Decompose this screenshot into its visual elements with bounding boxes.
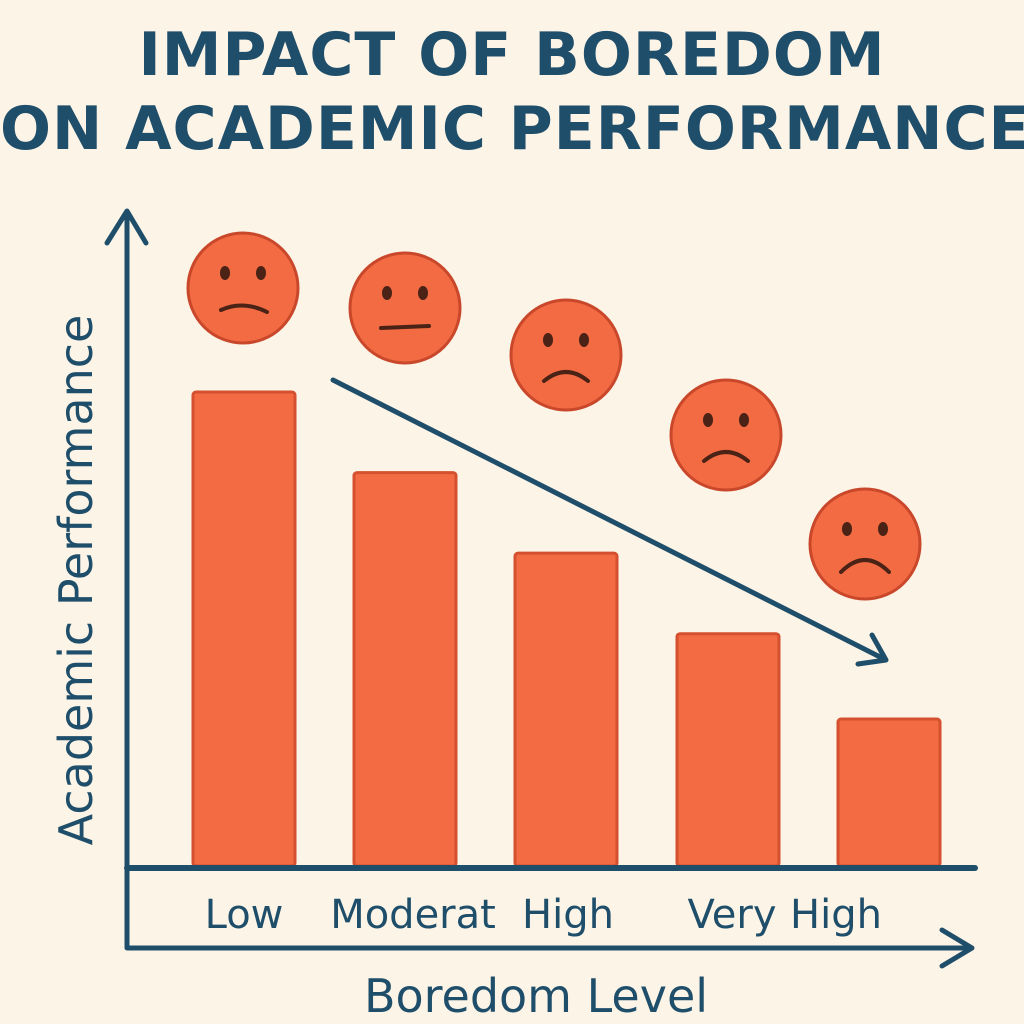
bar-4 [675,632,781,868]
y-axis-arrow-icon [104,208,149,246]
face-1-circle [186,231,300,345]
face-2-icon [348,251,462,365]
bar-5 [836,717,942,868]
chart-title: IMPACT OF BOREDOM ON ACADEMIC PERFORMANC… [0,18,1024,166]
chart-title-line-2: ON ACADEMIC PERFORMANCE [0,94,1024,164]
y-axis-label: Academic Performance [49,315,103,846]
trend-arrow [330,377,887,662]
x-axis-line [124,865,971,951]
face-3-circle [509,298,623,412]
face-2-right-eye [418,286,428,300]
face-4-circle [669,378,783,492]
x-tick-labels: Low Moderat High Very High [205,892,882,938]
chart-title-line-1: IMPACT OF BOREDOM [138,20,886,90]
faces-layer [186,231,922,601]
face-1-left-eye [220,266,230,280]
face-4-icon [669,378,783,492]
x-tick-label-2: Moderat [330,892,496,938]
x-tick-label-3: High [522,892,614,938]
bars-layer [191,390,942,868]
face-5-circle [808,487,922,601]
face-3-icon [509,298,623,412]
face-5-right-eye [878,522,888,536]
x-axis-label: Boredom Level [364,969,708,1023]
face-1-mouth [219,303,269,314]
face-5-icon [808,487,922,601]
face-3-right-eye [579,333,589,347]
bar-2 [352,471,458,868]
face-5-left-eye [842,522,852,536]
face-4-right-eye [739,413,749,427]
face-1-right-eye [256,266,266,280]
face-3-mouth [542,370,590,383]
face-2-mouth [379,324,431,330]
x-tick-label-5-b: High [790,892,882,938]
face-4-left-eye [703,413,713,427]
face-3-left-eye [543,333,553,347]
face-2-circle [348,251,462,365]
x-axis-arrow-icon [939,927,975,969]
face-2-left-eye [382,286,392,300]
trend-arrow-head-icon [855,632,889,667]
bar-3 [513,551,619,868]
bar-1 [191,390,297,868]
face-1-icon [186,231,300,345]
x-tick-label-5-a: Very [688,892,777,938]
face-5-mouth [839,558,891,574]
face-4-mouth [702,450,750,463]
x-tick-label-1: Low [205,892,284,938]
